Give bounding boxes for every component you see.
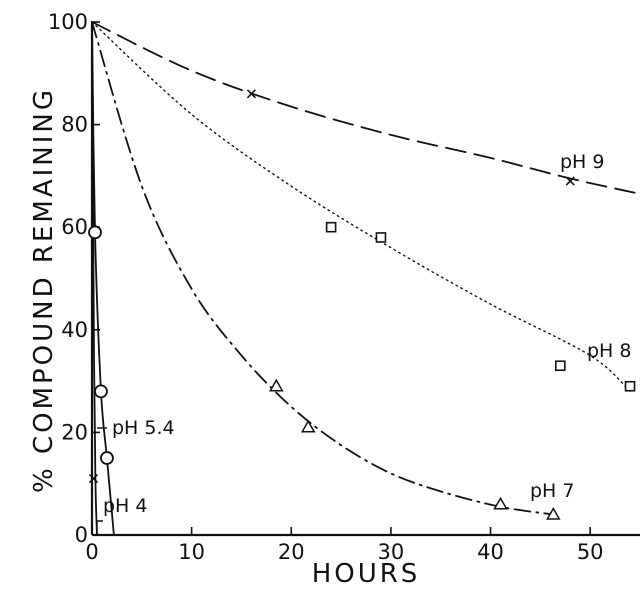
series-label-ph-9: pH 9 bbox=[560, 151, 604, 173]
data-point-ph-7 bbox=[546, 506, 561, 520]
data-point-ph-7 bbox=[493, 496, 508, 510]
y-axis-title: % COMPOUND REMAINING bbox=[29, 87, 59, 493]
series-line-ph-7 bbox=[91, 21, 555, 516]
series-labels: pH 9 pH 8 pH 7 pH 5.4 pH 4 bbox=[96, 151, 631, 530]
series-label-ph-7: pH 7 bbox=[530, 480, 574, 502]
series-line-ph-8 bbox=[91, 21, 631, 393]
x-tick-label: 20 bbox=[278, 540, 305, 564]
y-tick-label: 100 bbox=[48, 10, 88, 34]
data-point-ph-5-4 bbox=[100, 451, 114, 465]
series-curves bbox=[91, 21, 641, 536]
data-point-ph-8 bbox=[375, 232, 387, 243]
data-point-ph-5-4 bbox=[94, 384, 108, 399]
tick-group: 0 10 20 30 40 50 0 20 40 60 80 100 bbox=[48, 10, 604, 564]
y-tick-label: 60 bbox=[61, 215, 88, 239]
series-markers bbox=[88, 89, 636, 520]
x-tick-label: 40 bbox=[477, 540, 504, 564]
data-point-ph-4 bbox=[88, 474, 99, 484]
data-point-ph-8 bbox=[624, 380, 636, 392]
x-tick-label: 10 bbox=[178, 540, 205, 564]
x-tick-label: 30 bbox=[378, 540, 405, 564]
series-line-ph-4 bbox=[91, 21, 98, 536]
y-tick-label: 40 bbox=[61, 318, 88, 342]
y-tick-label: 20 bbox=[61, 420, 88, 444]
data-point-ph-8 bbox=[325, 221, 337, 233]
data-point-ph-5-4 bbox=[88, 225, 102, 240]
label-arrow-ph-4 bbox=[96, 520, 103, 530]
y-tick-label: 80 bbox=[61, 113, 88, 137]
data-point-ph-7 bbox=[269, 378, 284, 392]
series-line-ph-9 bbox=[91, 21, 641, 195]
data-point-ph-8 bbox=[554, 360, 566, 372]
y-tick-label: 0 bbox=[75, 523, 88, 547]
plot-area: 0 10 20 30 40 50 0 20 40 60 80 100 pH 9 pH 8 pH 7 pH 5… bbox=[48, 10, 641, 564]
data-point-ph-9 bbox=[565, 176, 575, 186]
x-tick-label: 0 bbox=[85, 540, 98, 564]
series-label-ph-4: pH 4 bbox=[103, 495, 147, 517]
x-tick-label: 50 bbox=[577, 540, 604, 564]
series-label-ph-5-4: pH 5.4 bbox=[112, 417, 175, 439]
series-label-ph-8: pH 8 bbox=[587, 340, 631, 362]
x-axis-title: HOURS bbox=[312, 559, 421, 589]
data-point-ph-7 bbox=[300, 419, 316, 433]
data-point-ph-9 bbox=[246, 89, 256, 99]
